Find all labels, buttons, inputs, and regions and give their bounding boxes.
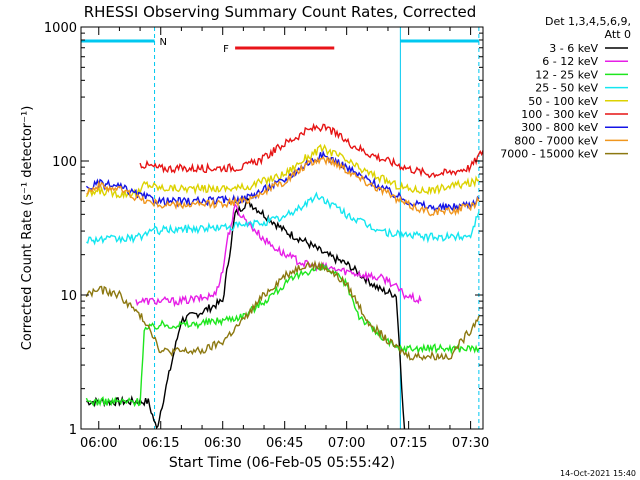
x-tick-label: 06:15: [142, 436, 179, 451]
x-tick-label: 06:00: [80, 436, 117, 451]
series-line-800-7000-kev: [86, 155, 480, 217]
x-tick-label: 07:30: [452, 436, 489, 451]
legend-label: 25 - 50 keV: [535, 82, 598, 95]
series-line-50-100-kev: [85, 143, 480, 200]
plot-frame: [80, 26, 484, 430]
y-axis-label: Corrected Count Rate (s⁻¹ detector⁻¹): [20, 106, 35, 351]
x-tick-label: 07:15: [390, 436, 427, 451]
legend-label: 6 - 12 keV: [542, 55, 598, 68]
legend-label: 300 - 800 keV: [521, 121, 598, 134]
chart-title: RHESSI Observing Summary Count Rates, Co…: [84, 3, 477, 21]
series-line-7000-15000-kev: [85, 259, 480, 362]
series-line-100-300-kev: [139, 122, 483, 179]
attenuator-state: Att 0: [605, 28, 631, 41]
legend-label: 3 - 6 keV: [549, 42, 598, 55]
legend-label: 800 - 7000 keV: [514, 134, 598, 147]
series-line-12-25-kev: [85, 262, 480, 408]
legend-label: 100 - 300 keV: [521, 108, 598, 121]
flag-label: N: [160, 37, 167, 48]
detector-info: Det 1,3,4,5,6,9,: [545, 15, 631, 28]
timestamp: 14-Oct-2021 15:40: [560, 469, 636, 478]
y-tick-label: 10: [60, 289, 77, 304]
x-tick-label: 07:00: [328, 436, 365, 451]
flag-label: F: [223, 44, 229, 55]
legend-label: 12 - 25 keV: [535, 68, 598, 81]
y-tick-label: 100: [52, 155, 77, 170]
chart-marks: NF: [81, 27, 483, 429]
series-line-3-6-kev: [86, 197, 406, 429]
y-tick-label: 1: [69, 423, 77, 438]
x-tick-label: 06:30: [204, 436, 241, 451]
legend-label: 50 - 100 keV: [528, 95, 598, 108]
x-axis-label: Start Time (06-Feb-05 05:55:42): [169, 455, 395, 471]
y-tick-label: 1000: [44, 21, 77, 36]
x-tick-label: 06:45: [266, 436, 303, 451]
series-line-25-50-kev: [86, 191, 480, 246]
legend-label: 7000 - 15000 keV: [500, 148, 598, 161]
series-line-6-12-kev: [135, 203, 422, 308]
chart-axes: 1 10 100 1000 06:00 06:15 06:30 06:45 07:00 07:15…: [44, 21, 489, 451]
